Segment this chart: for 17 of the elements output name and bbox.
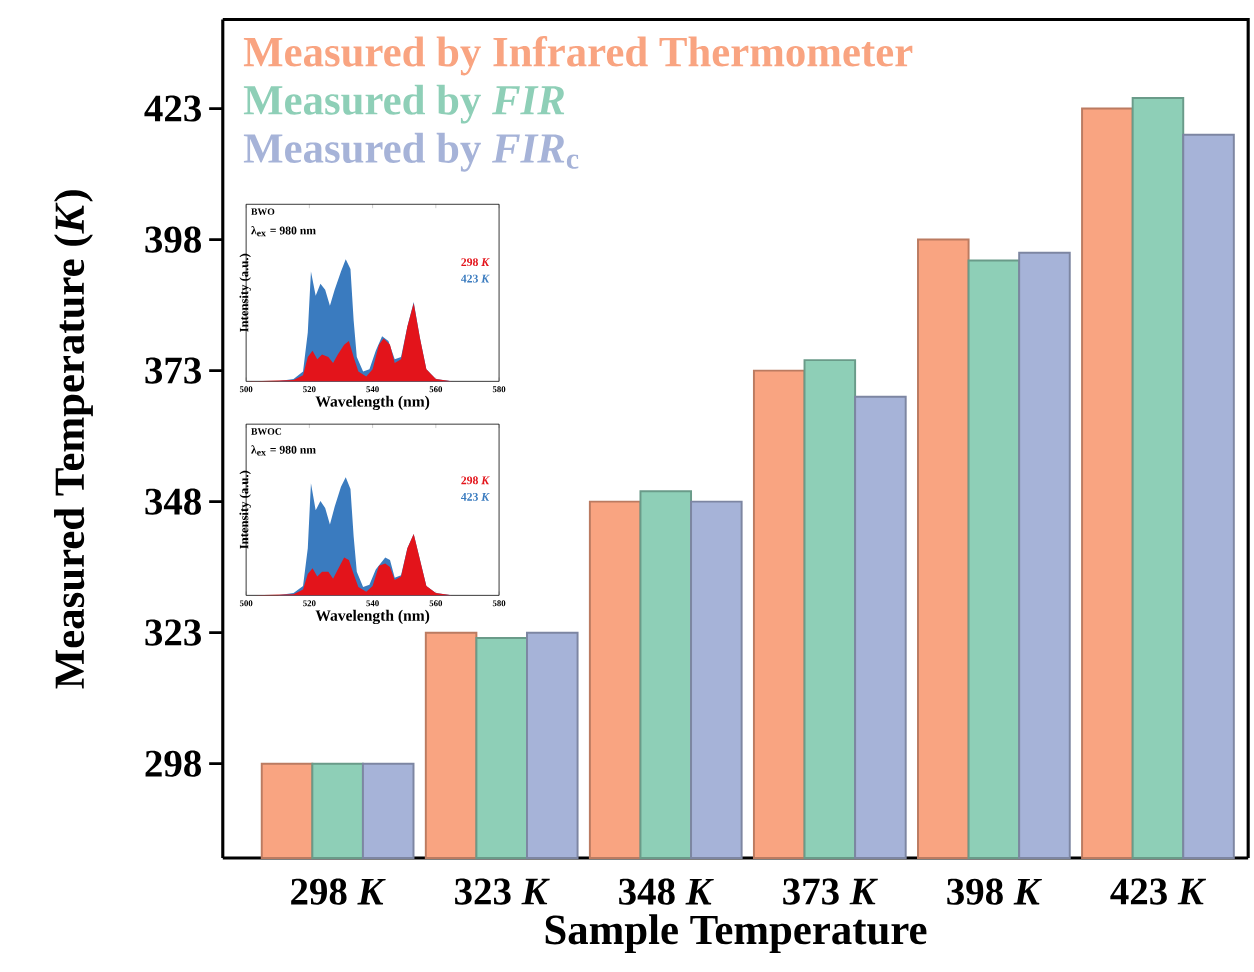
x-tick-label: 298 K	[291, 878, 386, 905]
y-tick-label: 398	[145, 226, 201, 253]
y-tick-label: 373	[145, 357, 201, 384]
x-tick-label: 423 K	[1110, 878, 1207, 905]
y-tick-label: 348	[145, 488, 201, 515]
y-axis-title: Measured Temperature (K)	[54, 189, 93, 689]
x-axis-title: Sample Temperature	[545, 913, 927, 953]
x-tick-label: 348 K	[619, 878, 714, 905]
y-tick-label: 298	[145, 750, 201, 777]
x-tick-label: 398 K	[947, 878, 1042, 905]
x-tick-label: 323 K	[455, 878, 550, 905]
text: Measured by FIR$_{c}$	[243, 132, 579, 172]
text: Measured by Infrared Thermometer	[243, 35, 913, 75]
x-tick-label: 373 K	[783, 878, 878, 905]
y-tick-label: 323	[145, 619, 201, 646]
text: Measured by FIR	[243, 84, 565, 124]
y-tick-label: 423	[144, 95, 201, 122]
